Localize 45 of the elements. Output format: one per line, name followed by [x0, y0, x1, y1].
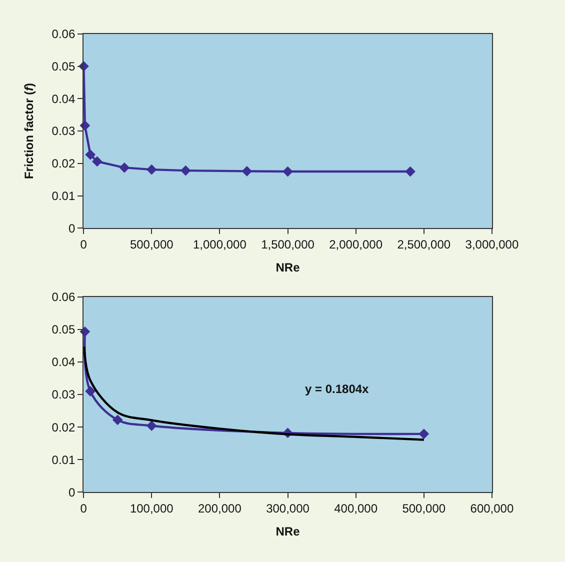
point	[80, 120, 90, 131]
point	[112, 414, 123, 426]
x-tick-label: 2,000,000	[329, 238, 383, 252]
point	[92, 156, 102, 167]
y-tick-label: 0.03	[52, 388, 76, 402]
x-tick-label: 400,000	[334, 502, 378, 516]
x-tick-label: 600,000	[470, 502, 514, 516]
point	[146, 164, 157, 175]
x-tick-label: 200,000	[198, 502, 242, 516]
x-tick-label: 3,000,000	[465, 238, 519, 252]
point	[180, 165, 191, 176]
x-tick-label: 1,000,000	[192, 238, 247, 252]
point	[119, 162, 130, 173]
x-axis-title: NRe	[276, 524, 300, 538]
y-tick-label: 0	[68, 485, 76, 500]
y-tick-label: 0	[68, 221, 76, 236]
x-tick-label: 500,000	[130, 238, 174, 252]
y-tick-label: 0.05	[52, 322, 76, 337]
y-tick-label: 0.02	[52, 156, 76, 171]
x-tick-label: 2,500,000	[397, 238, 451, 252]
y-tick-label: 0.03	[52, 124, 76, 138]
y-tick-label: 0.04	[52, 355, 76, 370]
x-axis-title: NRe	[276, 260, 300, 274]
y-tick-label: 0.02	[52, 420, 76, 434]
point	[85, 149, 96, 160]
annotation: y = 0.1804x	[305, 382, 370, 396]
y-tick-label: 0.04	[52, 92, 76, 106]
point	[85, 386, 96, 396]
x-tick-label: 100,000	[130, 502, 174, 516]
y-tick-label: 0.05	[52, 59, 76, 74]
point	[282, 166, 293, 177]
x-tick-label: 0	[80, 238, 88, 252]
point	[146, 420, 157, 431]
x-tick-label: 0	[80, 502, 88, 516]
y-tick-label: 0.01	[52, 189, 76, 204]
x-tick-label: 500,000	[402, 502, 446, 516]
y-tick-label: 0.06	[52, 27, 76, 42]
y-tick-label: 0.01	[52, 452, 76, 467]
x-tick-label: 300,000	[266, 502, 310, 516]
point	[418, 428, 430, 440]
y-tick-label: 0.06	[52, 290, 76, 304]
point	[242, 166, 252, 176]
y-axis-title: Friction factor (f)	[22, 83, 36, 180]
x-tick-label: 1,500,000	[261, 238, 315, 252]
point	[405, 166, 416, 177]
